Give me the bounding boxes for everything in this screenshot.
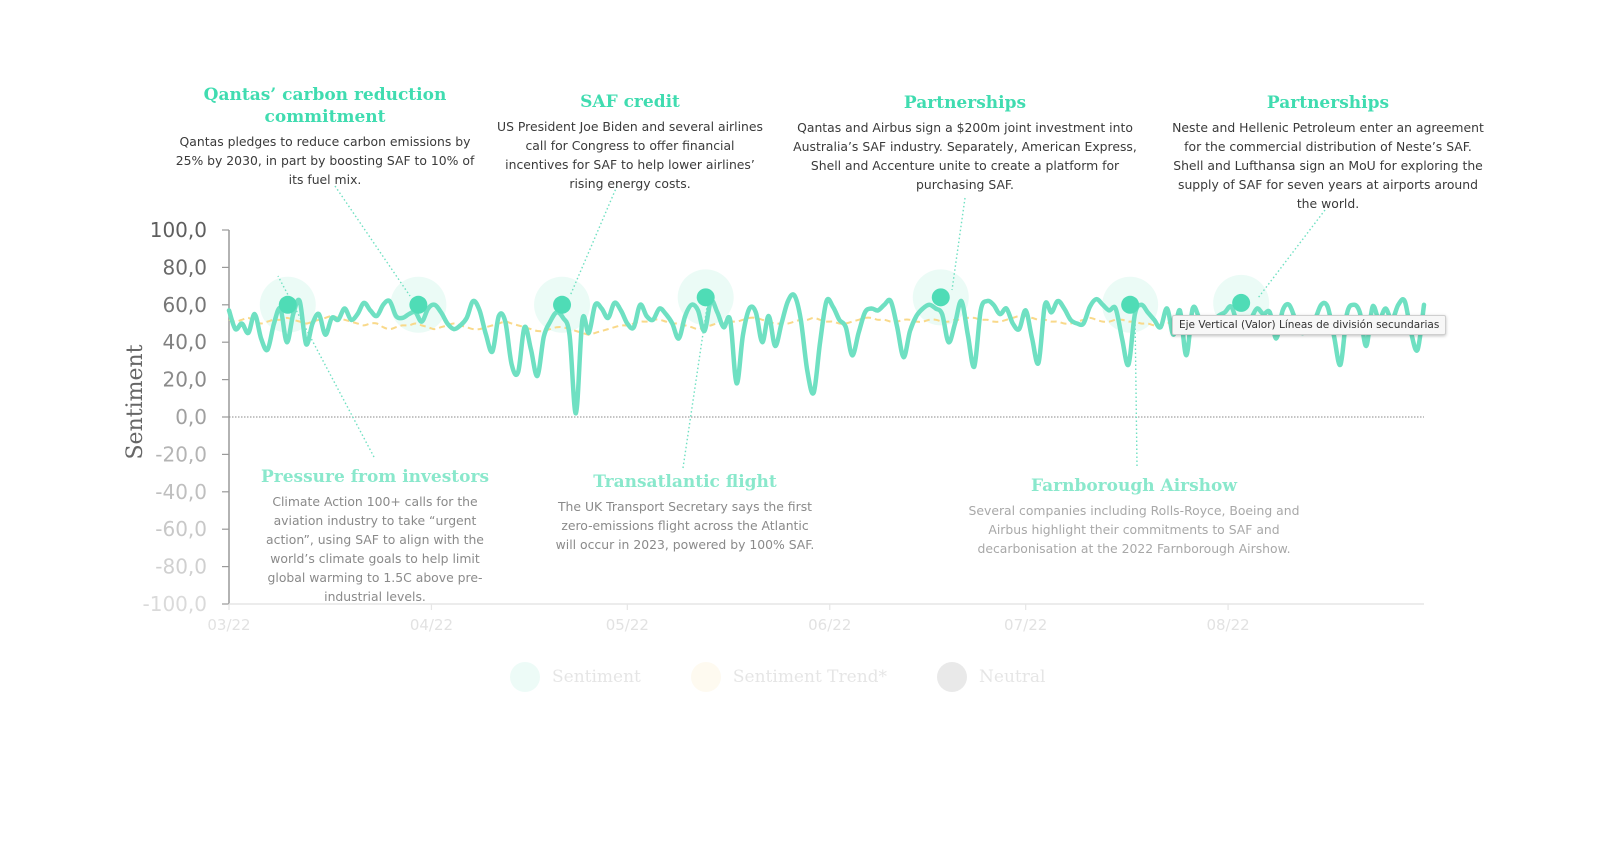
y-tick-label: -100,0 <box>143 592 207 616</box>
y-tick-label: 80,0 <box>162 255 207 279</box>
annotation-leader-line <box>1257 209 1326 299</box>
annotation-text: Climate Action 100+ calls for the aviati… <box>266 494 484 604</box>
y-tick-label: -20,0 <box>155 442 207 466</box>
annotation-text: Qantas and Airbus sign a $200m joint inv… <box>793 120 1137 192</box>
x-tick-label: 08/22 <box>1206 616 1249 634</box>
x-tick-label: 06/22 <box>808 616 851 634</box>
y-axis-title: Sentiment <box>123 344 148 459</box>
annotation-text: US President Joe Biden and several airli… <box>497 119 763 191</box>
annotation-text: The UK Transport Secretary says the firs… <box>555 499 815 552</box>
legend-item-sentiment-trend[interactable]: Sentiment Trend* <box>690 662 888 692</box>
annotation-qantas-commitment: Qantas’ carbon reduction commitment Qant… <box>175 84 475 189</box>
annotation-leader-line <box>1134 311 1138 467</box>
legend-swatch <box>510 662 540 692</box>
annotation-leader-line <box>951 197 966 291</box>
annotation-leader-line <box>334 185 411 297</box>
legend-label: Sentiment Trend* <box>732 667 888 687</box>
series-line-sentiment <box>226 292 1427 416</box>
y-tick-label: 20,0 <box>162 368 207 392</box>
y-tick-label: 40,0 <box>162 330 207 354</box>
series-line-sentiment-trend <box>228 314 1399 336</box>
y-tick-label: -60,0 <box>155 517 207 541</box>
highlight-point <box>1232 293 1251 312</box>
y-tick-label: 0,0 <box>175 405 207 429</box>
annotation-farnborough-airshow: Farnborough Airshow Several companies in… <box>958 475 1310 558</box>
annotation-saf-credit: SAF credit US President Joe Biden and se… <box>496 91 764 193</box>
legend-item-neutral[interactable]: Neutral <box>937 662 1045 692</box>
highlight-point <box>278 295 297 314</box>
annotation-partnerships-1: Partnerships Qantas and Airbus sign a $2… <box>790 92 1140 194</box>
highlight-point <box>696 288 715 307</box>
annotation-title: Partnerships <box>903 93 1027 113</box>
annotation-title: Pressure from investors <box>260 467 490 487</box>
annotation-title: Transatlantic flight <box>593 472 777 492</box>
y-tick-label: -80,0 <box>155 555 207 579</box>
y-tick-label: 60,0 <box>162 293 207 317</box>
annotation-leader-line <box>682 299 709 469</box>
highlight-point <box>931 288 950 307</box>
x-tick-label: 04/22 <box>410 616 453 634</box>
legend-label: Neutral <box>979 667 1046 687</box>
annotation-title: Qantas’ carbon reduction commitment <box>203 85 447 127</box>
y-tick-label: -40,0 <box>155 480 207 504</box>
annotation-title: SAF credit <box>580 92 680 112</box>
annotation-investor-pressure: Pressure from investors Climate Action 1… <box>256 466 494 606</box>
highlight-point <box>409 295 428 314</box>
annotation-title: Farnborough Airshow <box>1030 476 1238 496</box>
legend-swatch <box>937 662 968 692</box>
chart-legend: Sentiment Sentiment Trend* Neutral <box>510 662 1045 692</box>
annotation-text: Qantas pledges to reduce carbon emission… <box>175 134 475 187</box>
gridline-tooltip: Eje Vertical (Valor) Líneas de división … <box>1172 315 1447 335</box>
legend-swatch <box>690 662 721 692</box>
x-tick-label: 05/22 <box>606 616 649 634</box>
annotation-partnerships-2: Partnerships Neste and Hellenic Petroleu… <box>1168 92 1488 213</box>
legend-item-sentiment[interactable]: Sentiment <box>510 662 641 692</box>
highlight-point <box>1121 295 1140 314</box>
y-tick-label: 100,0 <box>150 218 207 242</box>
highlight-point <box>553 295 572 314</box>
x-tick-label: 07/22 <box>1004 616 1047 634</box>
legend-label: Sentiment <box>552 667 641 687</box>
annotation-leader-line <box>569 185 618 297</box>
x-tick-label: 03/22 <box>207 616 250 634</box>
annotation-text: Several companies including Rolls-Royce,… <box>968 503 1300 556</box>
annotation-text: Neste and Hellenic Petroleum enter an ag… <box>1172 120 1484 211</box>
annotation-transatlantic-flight: Transatlantic flight The UK Transport Se… <box>550 471 820 554</box>
annotation-title: Partnerships <box>1266 93 1390 113</box>
